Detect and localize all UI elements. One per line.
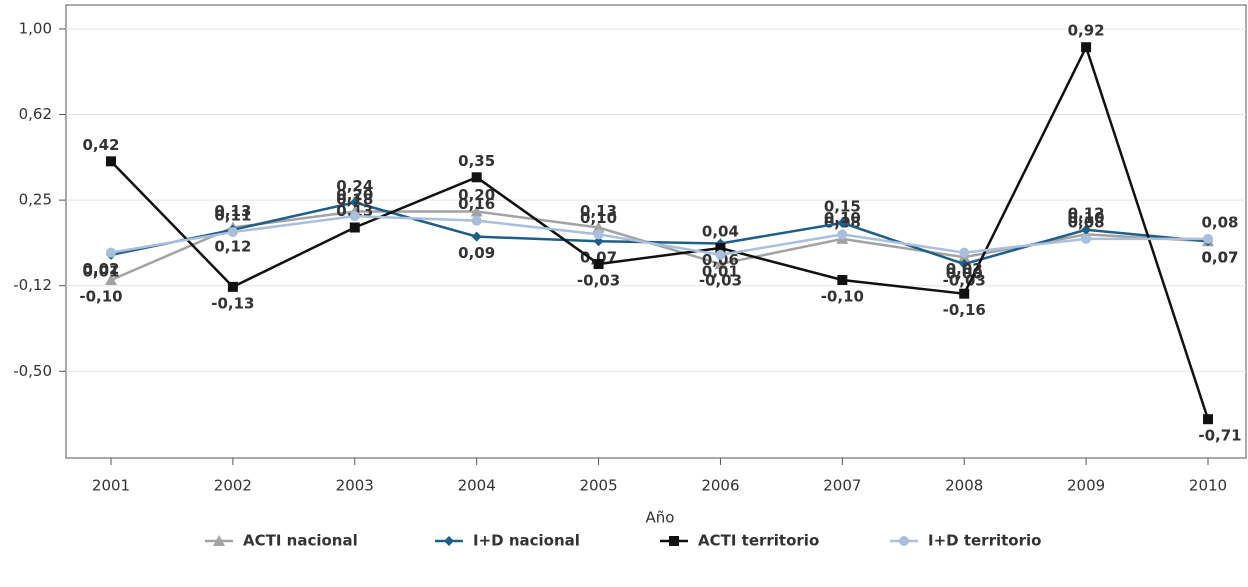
- value-label: 0,07: [1201, 249, 1238, 267]
- value-label: -0,03: [577, 272, 620, 290]
- y-tick-label: -0,50: [13, 362, 52, 380]
- x-tick-label: 2005: [579, 477, 617, 495]
- value-label: 0,11: [214, 207, 251, 225]
- marker: [349, 197, 360, 208]
- marker: [959, 288, 970, 299]
- value-label: 0,08: [1201, 213, 1238, 231]
- value-label: 0,10: [824, 209, 861, 227]
- value-label: 0,20: [336, 186, 373, 204]
- marker: [471, 231, 482, 242]
- legend-label: ACTI nacional: [243, 532, 358, 550]
- x-tick-label: 2007: [823, 477, 861, 495]
- marker: [471, 172, 482, 183]
- value-label: 0,09: [458, 244, 495, 262]
- marker: [959, 259, 970, 270]
- marker: [444, 536, 454, 546]
- marker: [106, 156, 116, 167]
- x-axis-title: Año: [646, 509, 675, 527]
- marker: [227, 227, 238, 238]
- legend-label: I+D territorio: [928, 532, 1041, 550]
- marker: [714, 258, 727, 270]
- x-tick-label: 2003: [336, 477, 374, 495]
- value-label: -0,10: [821, 287, 864, 305]
- value-label: 0,00: [946, 265, 983, 283]
- marker: [592, 221, 605, 233]
- marker: [715, 249, 726, 260]
- marker: [213, 535, 225, 546]
- y-tick-label: 1,00: [19, 19, 52, 37]
- marker: [471, 215, 482, 226]
- value-label: 0,18: [336, 191, 373, 209]
- x-tick-label: 2009: [1067, 477, 1105, 495]
- x-tick-label: 2010: [1189, 477, 1227, 495]
- x-tick-label: 2006: [701, 477, 739, 495]
- value-label: 0,02: [82, 260, 119, 278]
- marker: [1081, 224, 1092, 235]
- value-label: 0,01: [82, 262, 119, 280]
- value-label: 0,13: [580, 202, 617, 220]
- series: 0,42 -0,13 0,13 0,35 -0,03 0,04 -0,10 -0,16 0,92…: [82, 22, 1241, 445]
- marker: [1203, 414, 1213, 425]
- marker: [349, 211, 360, 222]
- value-label: 0,35: [458, 152, 495, 170]
- value-label: 0,06: [702, 251, 739, 269]
- x-tick-label: 2002: [214, 477, 252, 495]
- marker: [715, 243, 726, 254]
- marker: [899, 536, 909, 546]
- marker: [1081, 233, 1092, 244]
- marker: [837, 217, 848, 228]
- marker: [837, 229, 848, 240]
- plot-frame: [65, 4, 1247, 459]
- x-tick-label: 2008: [945, 477, 983, 495]
- marker: [1203, 233, 1213, 244]
- value-label: 0,12: [214, 237, 251, 255]
- value-label: 0,20: [458, 186, 495, 204]
- value-label: 0,15: [824, 197, 861, 215]
- value-label: 0,07: [1201, 249, 1238, 267]
- marker: [593, 229, 604, 240]
- value-label: 0,92: [1068, 22, 1105, 40]
- value-label: -0,10: [79, 287, 122, 305]
- value-label: -0,71: [1198, 427, 1241, 445]
- value-label: -0,03: [943, 272, 986, 290]
- marker: [227, 281, 238, 292]
- y-tick-label: 0,62: [19, 105, 52, 123]
- marker: [349, 222, 360, 233]
- value-label: -0,03: [699, 272, 742, 290]
- marker: [470, 205, 483, 217]
- series: 0,02 0,11 0,18 0,16 0,10 0,01 0,10 0,02 0,08 0,08: [82, 191, 1238, 281]
- marker: [1081, 42, 1092, 53]
- marker: [105, 273, 117, 285]
- value-label: 0,10: [1068, 209, 1105, 227]
- value-label: 0,42: [82, 136, 119, 154]
- line: [110, 43, 1210, 420]
- value-label: -0,16: [943, 301, 986, 319]
- value-label: 0,04: [702, 223, 739, 241]
- value-label: 0,16: [458, 195, 495, 213]
- value-label: 0,01: [702, 262, 739, 280]
- value-label: 0,08: [1068, 213, 1105, 231]
- value-label: 0,02: [946, 260, 983, 278]
- value-label: 0,13: [214, 202, 251, 220]
- marker: [593, 236, 604, 247]
- marker: [837, 274, 848, 285]
- y-tick-label: -0,12: [13, 276, 52, 294]
- marker: [959, 247, 970, 258]
- marker: [669, 536, 679, 546]
- legend-label: I+D nacional: [473, 532, 580, 550]
- marker: [106, 247, 116, 258]
- value-label: 0,24: [336, 177, 373, 195]
- y-tick-label: 0,25: [19, 191, 52, 209]
- series: 0,010,120,240,09 0,07 0,060,15-0,030,120,0…: [82, 177, 1238, 290]
- line: [110, 214, 1208, 257]
- legend-label: ACTI territorio: [698, 532, 819, 550]
- marker: [593, 259, 604, 270]
- value-label: -0,13: [211, 294, 254, 312]
- x-tick-label: 2004: [458, 477, 496, 495]
- value-label: 0,12: [1068, 204, 1105, 222]
- value-label: 0,10: [580, 209, 617, 227]
- x-tick-label: 2001: [92, 477, 130, 495]
